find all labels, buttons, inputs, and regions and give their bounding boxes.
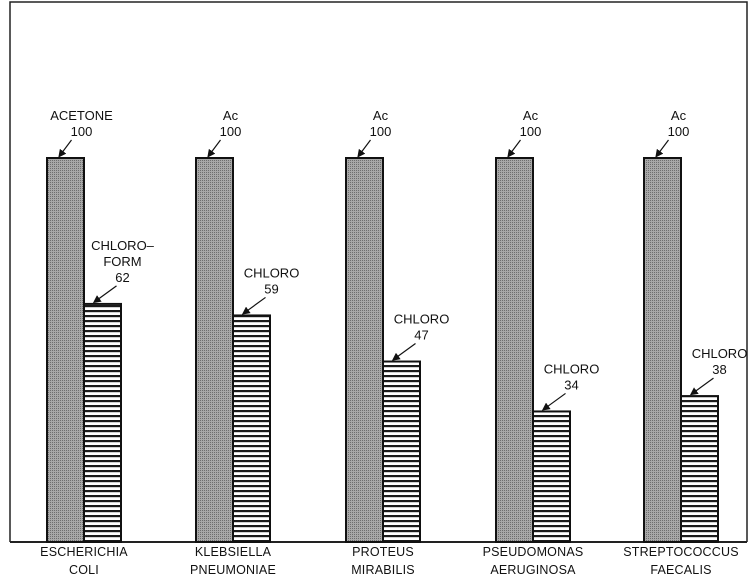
category-label: KLEBSIELLA [195,545,272,559]
label-pointer [58,139,72,158]
label-pointer [541,392,566,411]
bar-chloroform [680,395,719,543]
data-label: 62 [115,270,129,285]
bar-chloroform [232,314,271,543]
category-label: FAECALIS [650,563,711,577]
bar-acetone [643,157,682,543]
data-label: 34 [564,377,578,392]
data-label: 100 [668,124,690,139]
data-label: Ac [223,108,239,123]
category-label: ESCHERICHIA [40,545,128,559]
category-label: PROTEUS [352,545,414,559]
label-pointer [391,343,416,361]
label-pointer [655,139,669,158]
data-label: FORM [103,254,141,269]
data-label: 100 [71,124,93,139]
label-pointer [241,296,266,315]
bar-chloroform [83,302,122,544]
data-label: ACETONE [50,108,113,123]
data-label: 59 [264,281,278,296]
data-label: 100 [520,124,542,139]
bar-chloroform [382,360,421,543]
data-label: CHLORO [244,265,300,280]
data-label: 47 [414,328,428,343]
bars-layer [46,157,719,544]
label-pointer [92,285,117,304]
category-label: STREPTOCOCCUS [623,545,739,559]
data-label: CHLORO [394,312,450,327]
data-label: 100 [220,124,242,139]
labels-layer: ACETONE100CHLORO–FORM62ESCHERICHIACOLIAc… [40,108,747,577]
data-label: CHLORO– [91,238,155,253]
category-label: COLI [69,563,99,577]
bar-acetone [195,157,234,543]
label-pointer [507,139,521,158]
plot-border [9,1,748,542]
bar-acetone [46,157,85,543]
data-label: 100 [370,124,392,139]
category-label: PSEUDOMONAS [483,545,584,559]
label-pointer [357,139,371,158]
data-label: Ac [671,108,687,123]
bar-chloroform [532,410,571,543]
data-label: Ac [523,108,539,123]
label-pointer [689,377,714,396]
category-label: MIRABILIS [351,563,415,577]
label-pointer [207,139,221,158]
category-label: PNEUMONIAE [190,563,276,577]
data-label: CHLORO [692,346,748,361]
data-label: CHLORO [544,361,600,376]
category-label: AERUGINOSA [490,563,576,577]
data-label: 38 [712,362,726,377]
data-label: Ac [373,108,389,123]
bar-acetone [345,157,384,543]
bar-acetone [495,157,534,543]
